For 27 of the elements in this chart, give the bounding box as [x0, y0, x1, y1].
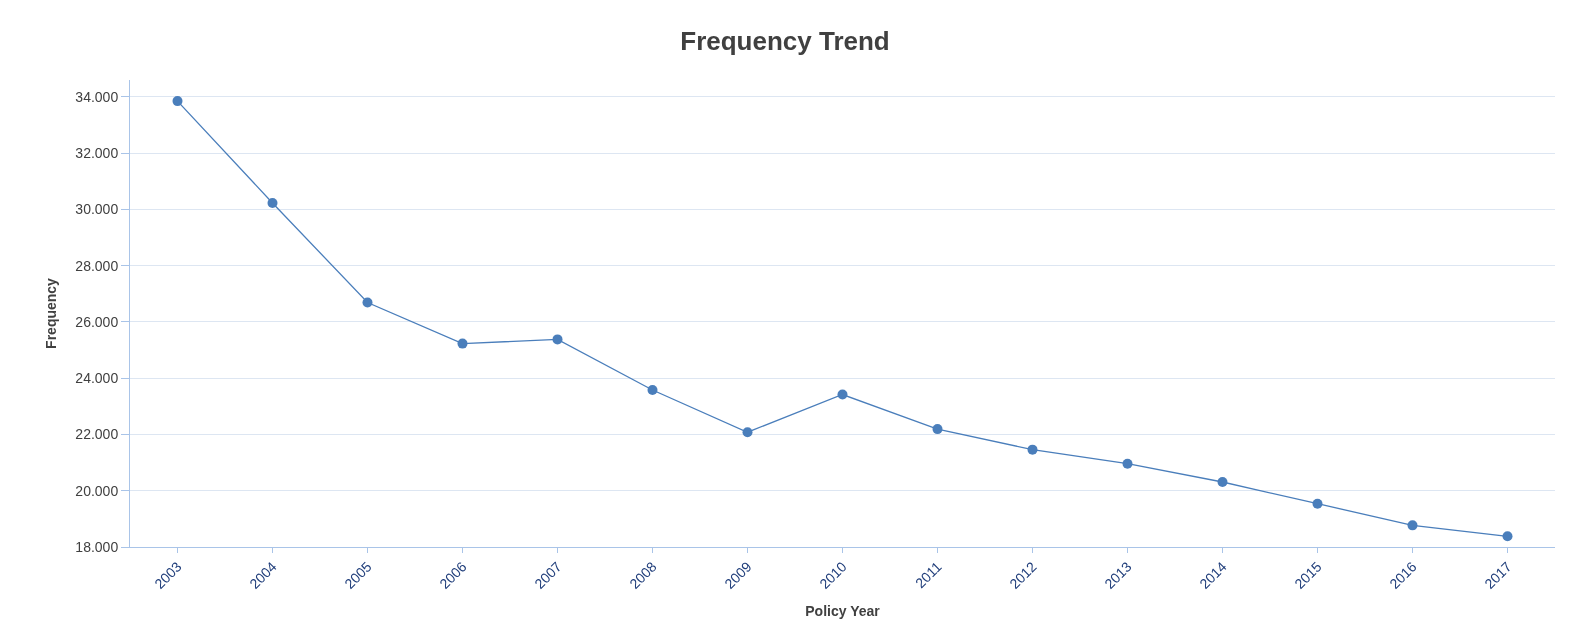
- point: [1217, 477, 1228, 488]
- point: [1312, 498, 1323, 509]
- point: [1502, 531, 1513, 542]
- point: [647, 385, 658, 396]
- point: [552, 334, 563, 345]
- x-axis-title: Policy Year: [805, 603, 881, 620]
- point: [362, 297, 373, 308]
- y-tick-label: 30.000: [75, 201, 119, 218]
- y-tick-label: 22.000: [75, 426, 119, 443]
- point: [837, 389, 848, 400]
- chart-title: Frequency Trend: [680, 25, 890, 56]
- y-tick-label: 26.000: [75, 313, 119, 330]
- y-tick-label: 34.000: [75, 88, 119, 105]
- y-tick-label: 20.000: [75, 482, 119, 499]
- point: [1027, 444, 1038, 455]
- point: [1122, 458, 1133, 469]
- point: [1407, 520, 1418, 531]
- y-tick-label: 32.000: [75, 145, 119, 162]
- y-tick-label: 24.000: [75, 370, 119, 387]
- point: [932, 424, 943, 435]
- point: [742, 427, 753, 438]
- y-tick-label: 18.000: [75, 538, 119, 555]
- point: [457, 338, 468, 349]
- point: [267, 197, 278, 208]
- point: [172, 96, 183, 107]
- y-axis-title: Frequency: [42, 277, 59, 349]
- y-tick-label: 28.000: [75, 257, 119, 274]
